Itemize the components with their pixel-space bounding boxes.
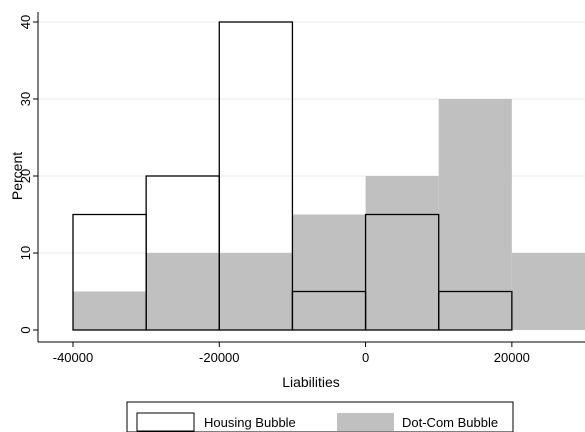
y-tick-label-4: 40	[18, 15, 33, 29]
dotcom-bar-0	[73, 291, 147, 330]
x-tick-label-0: -40000	[53, 350, 93, 365]
legend-swatch-housing	[136, 412, 195, 432]
dotcom-bar-3	[292, 214, 366, 330]
y-tick-label-3: 30	[18, 92, 33, 106]
legend: Housing Bubble Dot-Com Bubble	[126, 401, 514, 432]
y-tick-label-0: 0	[18, 326, 33, 333]
y-tick-label-2: 20	[18, 169, 33, 183]
dotcom-bar-2	[219, 253, 293, 330]
x-tick-label-2: 0	[362, 350, 369, 365]
dotcom-bar-6	[511, 253, 585, 330]
legend-label-housing: Housing Bubble	[204, 415, 296, 430]
housing-bar-4	[364, 213, 440, 331]
housing-bars	[72, 21, 513, 331]
x-axis-title: Liabilities	[282, 374, 340, 390]
x-tick-label-3: 20000	[494, 350, 530, 365]
housing-bar-5	[438, 290, 513, 331]
housing-bar-2	[218, 21, 294, 331]
legend-swatch-dotcom	[337, 413, 394, 431]
y-axis-title: Percent	[9, 152, 25, 200]
dotcom-bar-4	[365, 176, 439, 330]
dotcom-bar-5	[438, 99, 512, 330]
legend-label-dotcom: Dot-Com Bubble	[402, 415, 498, 430]
dotcom-bars	[73, 99, 585, 330]
dotcom-bar-1	[146, 253, 220, 330]
x-tick-label-1: -20000	[199, 350, 239, 365]
axes: 0 10 20 30 40 -40000 -20000 0 20000	[18, 12, 585, 365]
y-tick-label-1: 10	[18, 246, 33, 260]
